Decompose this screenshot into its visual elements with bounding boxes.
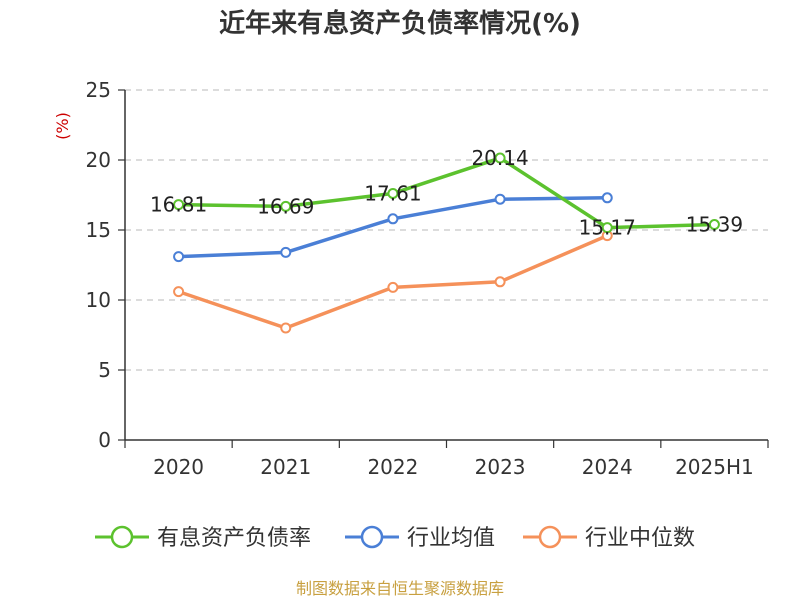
y-tick-label: 15 (86, 218, 111, 242)
y-tick-label: 5 (98, 358, 111, 382)
data-point (601, 222, 613, 234)
x-tick-label: 2020 (153, 455, 204, 479)
data-point (280, 200, 292, 212)
legend-label: 有息资产负债率 (157, 526, 311, 551)
data-point (494, 152, 506, 164)
x-tick-label: 2021 (260, 455, 311, 479)
legend-label: 行业中位数 (585, 526, 695, 551)
data-point (280, 246, 292, 258)
data-label: 16.81 (150, 193, 207, 217)
source-note: 制图数据来自恒生聚源数据库 (296, 579, 504, 598)
y-tick-label: 20 (86, 148, 111, 172)
data-label: 16.69 (257, 194, 314, 218)
data-label: 15.39 (686, 213, 743, 237)
x-tick-label: 2022 (367, 455, 418, 479)
x-tick-label: 2025H1 (675, 455, 754, 479)
legend: 有息资产负债率 行业均值 行业中位数 (95, 525, 695, 551)
legend-marker (110, 525, 134, 549)
data-label: 15.17 (579, 216, 636, 240)
legend-item: 有息资产负债率 (95, 525, 311, 551)
x-tick-label: 2023 (475, 455, 526, 479)
data-point (387, 281, 399, 293)
series-line (178, 233, 608, 330)
series (173, 152, 720, 334)
series-line (178, 156, 715, 230)
y-tick-label: 10 (86, 288, 111, 312)
data-point (173, 199, 185, 211)
legend-marker (538, 525, 562, 549)
legend-label: 行业均值 (407, 526, 495, 551)
data-labels: 16.81 16.69 17.61 20.14 15.17 15.39 (150, 146, 743, 240)
data-point (708, 219, 720, 231)
data-point (387, 213, 399, 225)
x-tick-label: 2024 (582, 455, 633, 479)
data-point (173, 251, 185, 263)
grid-lines (125, 89, 768, 371)
data-point (601, 192, 613, 204)
data-label: 17.61 (364, 181, 421, 205)
data-point (494, 276, 506, 288)
legend-item: 行业中位数 (523, 525, 695, 551)
data-point (280, 322, 292, 334)
data-point (387, 187, 399, 199)
chart-title: 近年来有息资产负债率情况(%) (219, 8, 581, 39)
data-point (494, 193, 506, 205)
data-point (173, 286, 185, 298)
data-label: 20.14 (471, 146, 528, 170)
legend-item: 行业均值 (345, 525, 495, 551)
axes: 0 5 10 15 20 25 2020 2021 2022 2023 2024 2025H1 (86, 78, 769, 479)
y-tick-label: 0 (98, 428, 111, 452)
legend-marker (360, 525, 384, 549)
y-tick-label: 25 (86, 78, 111, 102)
y-axis-unit: (%) (53, 112, 72, 140)
